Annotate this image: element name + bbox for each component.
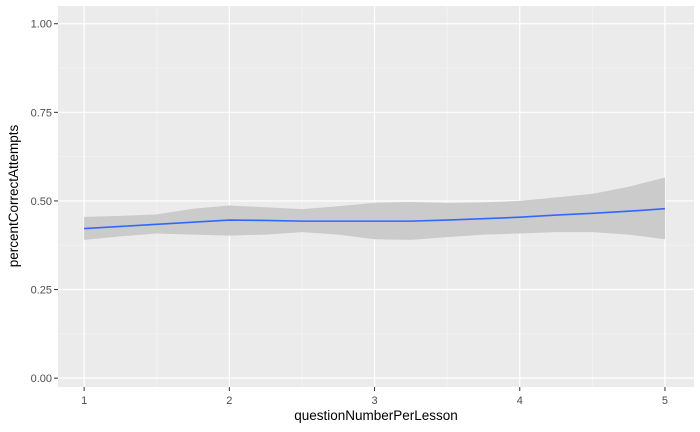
x-tick-label: 2 [226, 395, 232, 407]
y-tick-label: 0.75 [31, 107, 52, 119]
x-axis-ticks: 1 2 3 4 5 [81, 387, 668, 407]
x-axis-title: questionNumberPerLesson [294, 408, 458, 423]
y-axis-title: percentCorrectAttempts [6, 124, 21, 267]
y-axis-ticks: 0.00 0.25 0.50 0.75 1.00 [31, 19, 58, 385]
x-tick-label: 1 [81, 395, 87, 407]
x-tick-label: 3 [371, 395, 377, 407]
trend-line [84, 207, 666, 230]
y-tick-label: 0.25 [31, 285, 52, 297]
x-tick-label: 4 [517, 395, 523, 407]
major-gridlines [58, 6, 694, 387]
y-tick-label: 0.50 [31, 196, 52, 208]
minor-gridlines [58, 6, 694, 387]
confidence-band [84, 177, 665, 240]
x-tick-label: 5 [662, 395, 668, 407]
y-tick-label: 1.00 [31, 19, 52, 31]
y-tick-label: 0.00 [31, 373, 52, 385]
